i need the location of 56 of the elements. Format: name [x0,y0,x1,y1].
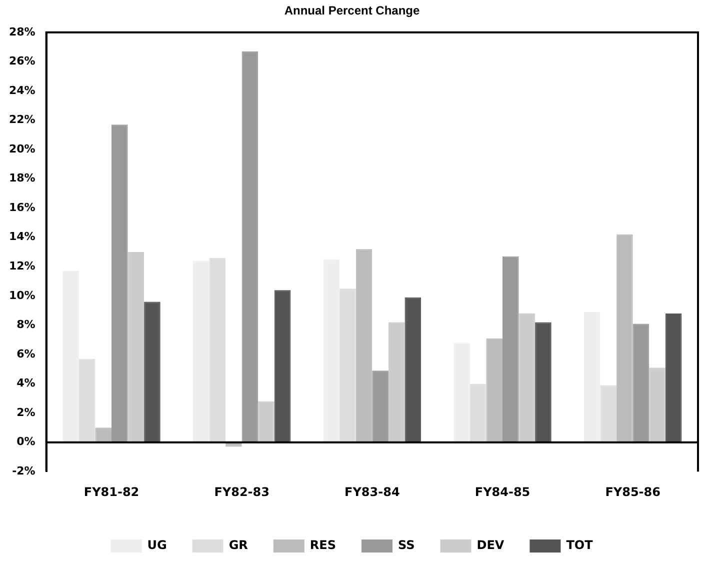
legend-label: SS [398,538,415,552]
bar [388,322,405,442]
y-tick-label: 16% [8,200,36,214]
x-tick-label: FY85-86 [605,484,660,499]
legend-label: DEV [476,538,505,552]
y-tick-label: 4% [16,376,36,390]
y-tick-label: 8% [16,318,36,332]
legend-label: TOT [566,538,594,552]
chart-title: Annual Percent Change [284,4,420,18]
legend-label: RES [310,538,336,552]
bar [665,313,682,442]
bar [258,401,274,442]
x-tick-label: FY82-83 [214,484,270,499]
bar [600,385,617,442]
legend-label: UG [147,538,167,552]
bar [192,260,210,442]
bar [356,249,372,442]
bar [340,288,356,442]
bar [274,290,291,442]
x-tick-label: FY84-85 [474,484,530,499]
bar [502,256,519,442]
bar [535,322,552,442]
y-tick-label: 28% [8,25,36,38]
bar [404,297,422,442]
x-tick-label: FY81-82 [84,484,140,499]
y-tick-label: 10% [8,288,36,302]
bar [111,124,128,442]
y-tick-label: -2% [12,464,36,478]
y-tick-label: 24% [8,84,36,97]
x-tick-label: FY83-84 [344,484,400,499]
bar [649,368,666,442]
legend-label: GR [228,538,248,552]
bar [78,358,96,442]
bar [454,342,470,442]
y-tick-label: 12% [8,260,36,272]
y-tick-label: 20% [8,142,36,156]
bar [372,370,388,442]
bar [616,234,633,442]
bar [584,312,600,442]
bar [209,258,226,442]
bar [128,252,144,442]
bar [470,384,486,442]
bar [144,302,160,442]
bar [62,271,79,442]
y-tick-label: 14% [8,230,36,244]
y-tick-label: 0% [16,435,36,448]
bar [242,51,258,442]
bar [632,324,650,442]
y-tick-label: 18% [8,172,36,185]
bar [486,338,502,442]
bar [323,259,340,442]
y-tick-label: 6% [16,347,36,360]
bar [518,313,536,442]
y-tick-label: 2% [16,406,36,419]
y-tick-label: 26% [8,54,36,68]
y-tick-label: 22% [8,113,36,126]
